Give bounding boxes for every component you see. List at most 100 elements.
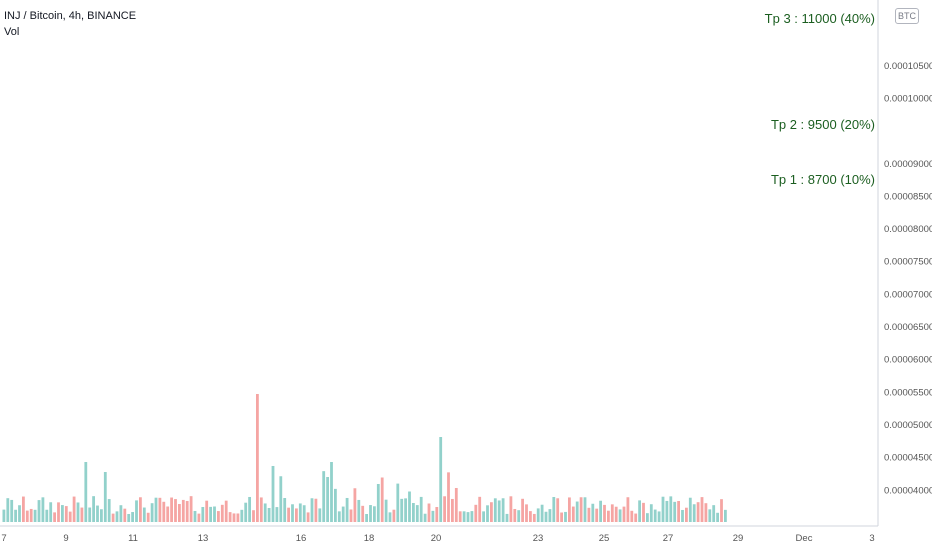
- volume-bar: [259, 497, 263, 522]
- symbol-title[interactable]: INJ / Bitcoin, 4h, BINANCE: [4, 10, 137, 22]
- volume-bar: [115, 511, 119, 522]
- time-tick-label: Dec: [796, 533, 813, 544]
- volume-bar: [240, 509, 244, 522]
- volume-bar: [634, 513, 638, 522]
- volume-bar: [412, 503, 415, 522]
- volume-bar: [458, 511, 462, 522]
- volume-bar: [373, 506, 376, 522]
- volume-bar: [256, 394, 259, 522]
- volume-bar: [720, 499, 723, 522]
- volume-bar: [263, 503, 267, 522]
- tp1-annotation: Tp 1 : 8700 (10%): [771, 172, 875, 187]
- volume-bar: [571, 506, 575, 522]
- currency-badge[interactable]: BTC: [895, 8, 919, 24]
- volume-bar: [96, 505, 99, 522]
- volume-bar: [365, 513, 368, 522]
- volume-bar: [306, 512, 310, 522]
- price-tick-label: 0.00004500: [884, 453, 932, 464]
- volume-bar: [692, 504, 696, 522]
- volume-bar: [189, 496, 193, 522]
- volume-bar: [25, 510, 29, 522]
- volume-bar: [283, 498, 287, 522]
- volume-bar: [107, 499, 111, 522]
- volume-bar: [220, 504, 224, 522]
- volume-bar: [583, 497, 587, 522]
- volume-bar: [298, 503, 302, 522]
- price-tick-label: 0.00006500: [884, 322, 932, 333]
- volume-bar: [384, 499, 388, 522]
- volume-bar: [341, 506, 345, 522]
- volume-bar: [642, 502, 645, 522]
- volume-bar: [392, 509, 396, 522]
- volume-bar: [154, 497, 158, 522]
- volume-bar: [314, 498, 318, 522]
- volume-bar: [349, 509, 353, 522]
- volume-bar: [150, 503, 154, 522]
- volume-bar: [275, 507, 279, 522]
- volume-bar: [14, 509, 17, 522]
- volume-bar: [2, 509, 6, 522]
- volume-bar: [626, 497, 630, 522]
- volume-bar: [135, 500, 138, 522]
- volume-bar: [517, 510, 521, 522]
- volume-bar: [80, 507, 84, 522]
- volume-bar: [486, 505, 489, 522]
- volume-bar: [41, 497, 45, 522]
- price-tick-label: 0.00005000: [884, 420, 932, 431]
- volume-bar: [209, 506, 212, 522]
- tp2-annotation: Tp 2 : 9500 (20%): [771, 117, 875, 132]
- volume-bar: [119, 505, 123, 522]
- volume-bar: [267, 507, 271, 522]
- price-tick-label: 0.00008000: [884, 224, 932, 235]
- time-tick-label: 16: [296, 533, 307, 544]
- volume-bar: [419, 496, 423, 522]
- volume-bar: [369, 505, 372, 522]
- volume-bar: [431, 510, 435, 522]
- volume-bar: [649, 504, 653, 522]
- volume-bar: [665, 500, 669, 522]
- volume-bar: [162, 501, 166, 522]
- price-tick-label: 0.00006000: [884, 355, 932, 366]
- volume-bar: [217, 511, 220, 522]
- volume-bar: [131, 512, 134, 522]
- volume-bar: [677, 500, 680, 522]
- volume-bar: [22, 496, 25, 522]
- volume-bar: [638, 500, 641, 522]
- time-tick-label: 9: [63, 533, 68, 544]
- volume-bar: [556, 498, 560, 522]
- volume-bar: [123, 508, 127, 522]
- volume-bar: [470, 511, 474, 522]
- volume-bar: [474, 504, 478, 522]
- volume-bar: [493, 498, 497, 522]
- volume-bar: [564, 511, 567, 522]
- price-tick-label: 0.00008500: [884, 191, 932, 202]
- volume-bar: [248, 496, 251, 522]
- price-tick-label: 0.00009000: [884, 159, 932, 170]
- volume-bar: [361, 505, 365, 522]
- volume-bar: [302, 505, 306, 522]
- volume-bar: [591, 503, 595, 522]
- volume-bar: [322, 471, 326, 522]
- volume-bar: [529, 511, 532, 522]
- volume-bar: [630, 510, 634, 522]
- volume-label[interactable]: Vol: [4, 26, 20, 38]
- volume-bar: [224, 500, 228, 522]
- volume-bar: [334, 488, 337, 522]
- volume-bar: [84, 462, 88, 522]
- volume-bar: [146, 512, 150, 522]
- volume-bar: [37, 500, 41, 522]
- volume-bar: [669, 496, 673, 522]
- volume-bar: [330, 462, 333, 522]
- volume-bar: [396, 483, 400, 522]
- volume-bar: [318, 508, 322, 522]
- volume-bar: [10, 499, 14, 522]
- volume-bar: [213, 506, 216, 522]
- volume-bar: [228, 512, 232, 522]
- volume-bar: [295, 508, 298, 522]
- volume-bar: [653, 509, 657, 522]
- volume-bar: [548, 509, 552, 522]
- volume-bar: [646, 513, 649, 522]
- volume-bar: [64, 506, 68, 522]
